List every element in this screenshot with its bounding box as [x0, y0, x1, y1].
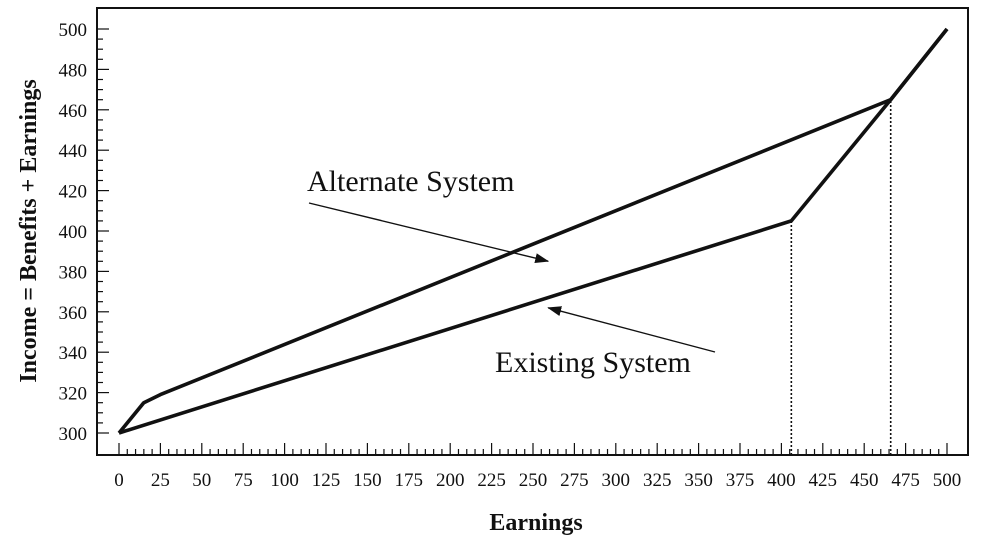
- series-line: [118, 27, 949, 435]
- y-tick-label: 400: [59, 222, 88, 243]
- y-tick-label: 380: [59, 262, 88, 283]
- x-tick-label: 0: [114, 470, 124, 491]
- annotation-arrow: [308, 202, 550, 264]
- x-tick-label: 75: [234, 470, 253, 491]
- x-tick-label: 475: [891, 470, 920, 491]
- x-tick-label: 200: [436, 470, 465, 491]
- x-tick-label: 225: [477, 470, 506, 491]
- x-tick-label: 350: [684, 470, 713, 491]
- x-tick-label: 450: [850, 470, 879, 491]
- annotations: Alternate System Existing System: [307, 165, 716, 379]
- x-axis: 0 25 50 75 100 125 150 175 200 225 250 275 300 325 350…: [114, 443, 961, 491]
- annotation-label: Alternate System: [307, 165, 514, 198]
- x-tick-label: 250: [519, 470, 548, 491]
- x-tick-label: 425: [809, 470, 838, 491]
- y-tick-label: 320: [59, 384, 88, 405]
- x-tick-label: 300: [602, 470, 631, 491]
- x-tick-label: 125: [312, 470, 341, 491]
- x-tick-label: 150: [353, 470, 382, 491]
- annotation-arrow: [547, 306, 716, 353]
- x-tick-label: 100: [270, 470, 299, 491]
- x-tick-label: 275: [560, 470, 589, 491]
- x-tick-label: 325: [643, 470, 672, 491]
- y-tick-label: 300: [59, 424, 88, 445]
- reference-lines: [790, 99, 892, 455]
- y-tick-label: 420: [59, 182, 88, 203]
- x-tick-label: 375: [726, 470, 755, 491]
- annotation-label: Existing System: [495, 346, 691, 379]
- x-tick-label: 25: [151, 470, 170, 491]
- y-axis-title: Income = Benefits + Earnings: [16, 79, 42, 382]
- y-axis: 300 320 340 360 380 400 420 440 460 480 500: [59, 20, 109, 445]
- x-tick-label: 400: [767, 470, 796, 491]
- x-tick-label: 500: [933, 470, 962, 491]
- y-tick-label: 500: [59, 20, 88, 41]
- y-tick-label: 480: [59, 60, 88, 81]
- y-tick-label: 340: [59, 343, 88, 364]
- series-lines: [117, 27, 949, 435]
- y-tick-label: 440: [59, 141, 88, 162]
- x-tick-label: 175: [395, 470, 424, 491]
- x-tick-label: 50: [192, 470, 211, 491]
- y-tick-label: 460: [59, 101, 88, 122]
- x-axis-title: Earnings: [489, 510, 582, 536]
- y-tick-label: 360: [59, 303, 88, 324]
- plot-frame: [96, 7, 969, 456]
